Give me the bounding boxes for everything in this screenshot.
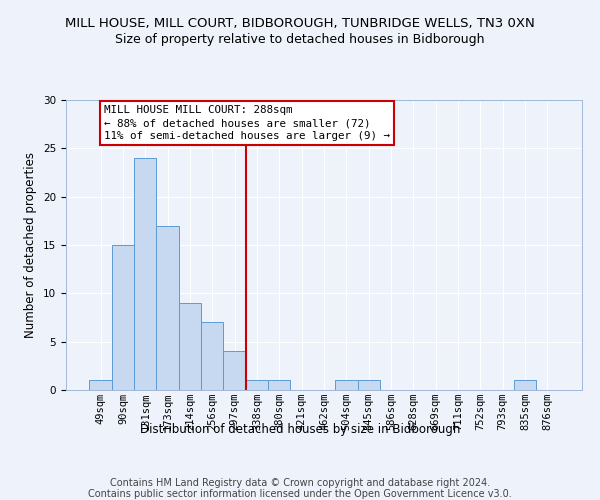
Bar — [246, 380, 268, 390]
Text: MILL HOUSE MILL COURT: 288sqm
← 88% of detached houses are smaller (72)
11% of s: MILL HOUSE MILL COURT: 288sqm ← 88% of d… — [104, 105, 390, 141]
Text: Contains HM Land Registry data © Crown copyright and database right 2024.: Contains HM Land Registry data © Crown c… — [110, 478, 490, 488]
Text: Distribution of detached houses by size in Bidborough: Distribution of detached houses by size … — [140, 422, 460, 436]
Bar — [179, 303, 201, 390]
Bar — [223, 352, 246, 390]
Bar — [335, 380, 358, 390]
Bar — [268, 380, 290, 390]
Y-axis label: Number of detached properties: Number of detached properties — [25, 152, 37, 338]
Bar — [112, 245, 134, 390]
Bar — [134, 158, 157, 390]
Bar — [514, 380, 536, 390]
Bar — [157, 226, 179, 390]
Text: Contains public sector information licensed under the Open Government Licence v3: Contains public sector information licen… — [88, 489, 512, 499]
Text: Size of property relative to detached houses in Bidborough: Size of property relative to detached ho… — [115, 32, 485, 46]
Bar — [358, 380, 380, 390]
Bar — [89, 380, 112, 390]
Bar — [201, 322, 223, 390]
Text: MILL HOUSE, MILL COURT, BIDBOROUGH, TUNBRIDGE WELLS, TN3 0XN: MILL HOUSE, MILL COURT, BIDBOROUGH, TUNB… — [65, 18, 535, 30]
